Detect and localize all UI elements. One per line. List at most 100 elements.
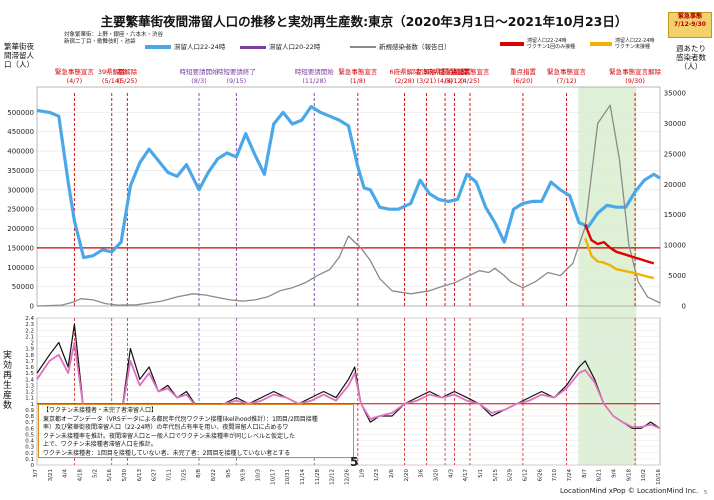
x-tick-label: 7/24 (567, 469, 573, 482)
top-panel: 0500001000001500002000002500003000003500… (7, 67, 686, 465)
x-tick-label: 5/30 (122, 469, 128, 482)
event-date: (11/28) (302, 77, 326, 85)
x-tick-label: 1/9 (359, 469, 365, 478)
x-tick-label: 2/6 (389, 469, 395, 478)
x-tick-label: 10/2 (641, 469, 647, 481)
x-tick-label: 3/7 (33, 469, 39, 478)
x-tick-label: 7/11 (167, 469, 173, 481)
series-line (36, 341, 661, 445)
x-tick-label: 9/4 (612, 469, 618, 478)
x-tick-label: 6/13 (137, 469, 143, 482)
area-note-line: 新宿二丁目・歌舞伎町・池袋 (64, 39, 136, 45)
slide-number: 5 (350, 455, 359, 469)
y-tick-label: 2.1 (25, 334, 34, 340)
legend-label: ワクチン未接種 (615, 44, 651, 50)
x-tick-label: 6/27 (152, 469, 158, 482)
y-tick-label: 1.1 (25, 396, 34, 402)
x-tick-label: 4/4 (63, 469, 69, 478)
legend-label: 滞留人口22-24時 (174, 43, 226, 51)
x-tick-label: 10/17 (270, 469, 276, 485)
left-axis-label: 繁華街夜間滞留人口（人） (4, 42, 34, 69)
x-tick-label: 6/12 (523, 469, 529, 481)
x-tick-label: 5/29 (508, 469, 514, 482)
y-tick-label: 0.3 (25, 445, 34, 451)
legend-label: ワクチン1回のみ接種 (527, 44, 576, 50)
x-tick-label: 11/14 (300, 469, 306, 485)
emergency-badge: 緊急事態 7/12-9/30 (668, 12, 712, 38)
event-label: 3府県重点措置 (423, 67, 467, 76)
x-tick-label: 4/17 (463, 469, 469, 482)
event-date: (2/28) (395, 77, 415, 85)
x-tick-label: 1/23 (374, 469, 380, 482)
note-line: 【ワクチン未接種者・未完了者滞留人口】 (43, 407, 158, 414)
y-tick-label: 1.9 (25, 347, 34, 353)
y-tick-label: 1 (31, 402, 35, 408)
emergency-shade (578, 87, 637, 465)
event-label: 都重点措置 (438, 67, 471, 76)
x-tick-label: 10/3 (256, 469, 262, 482)
y2-tick-label: 25000 (664, 150, 686, 158)
event-date: (5/25) (117, 77, 137, 85)
y2-tick-label: 15000 (664, 211, 686, 219)
x-tick-label: 2/20 (404, 469, 410, 482)
y-tick-label: 100000 (7, 264, 34, 272)
y-tick-label: 2 (31, 341, 35, 347)
note-line: クチン未接種率を推計。夜間滞留人口と一般人口でワクチン未接種率が同じレベルと仮定… (43, 432, 296, 440)
y-tick-label: 0.2 (25, 451, 34, 457)
event-date: (6/20) (513, 77, 533, 85)
y-tick-label: 1.7 (25, 359, 34, 365)
event-label: 緊急事態宣言 (547, 67, 587, 76)
y-tick-label: 0.9 (25, 408, 34, 414)
credit: LocationMind xPop © LocationMind Inc. (560, 487, 699, 495)
x-tick-label: 5/2 (92, 469, 98, 478)
emergency-badge-label: 緊急事態 (677, 13, 702, 20)
x-tick-label: 4/18 (78, 469, 84, 482)
event-date: (3/21) (417, 77, 437, 85)
x-tick-label: 12/26 (345, 469, 351, 485)
y-tick-label: 50000 (12, 283, 34, 291)
y-tick-label: 1.2 (25, 390, 34, 396)
x-tick-label: 7/25 (181, 469, 187, 482)
y2-tick-label: 5000 (668, 272, 686, 280)
x-tick-label: 11/28 (315, 469, 321, 485)
y-tick-label: 200000 (7, 225, 34, 233)
y-tick-label: 0 (31, 463, 35, 469)
event-date: (4/5) (437, 77, 453, 85)
x-tick-label: 3/21 (48, 469, 54, 481)
event-date: (5/14) (102, 77, 122, 85)
y-tick-label: 1.8 (25, 353, 34, 359)
y-tick-label: 350000 (7, 167, 34, 175)
y-tick-label: 500000 (7, 109, 34, 117)
event-label: 時短要請開始 (295, 67, 335, 76)
x-tick-label: 8/21 (597, 469, 603, 481)
y-tick-label: 1.5 (25, 371, 34, 377)
x-tick-label: 6/26 (537, 469, 543, 482)
y-tick-label: 2.3 (25, 322, 34, 328)
y-tick-label: 0.1 (25, 457, 34, 463)
event-date: (9/30) (625, 77, 645, 85)
y2-tick-label: 35000 (664, 90, 686, 98)
legend-label: 滞留人口20-22時 (269, 43, 321, 51)
legend-swatch (240, 45, 266, 49)
event-label: 重点措置 (510, 67, 537, 76)
y-tick-label: 450000 (7, 128, 34, 136)
x-tick-label: 8/8 (196, 469, 202, 478)
right-axis-label: 週あたり感染者数（人） (676, 44, 706, 71)
event-date: (9/15) (227, 77, 247, 85)
vaccine-note-box: 【ワクチン未接種者・未完了者滞留人口】 東京都オープンデータ（VRSデータによる… (38, 404, 354, 458)
series-line (36, 323, 661, 448)
event-label: 緊急事態宣言 (450, 67, 490, 76)
x-tick-label: 4/3 (448, 469, 454, 478)
y2-tick-label: 10000 (664, 242, 686, 250)
legend-label: 新規感染者数（報告日） (379, 43, 451, 51)
note-line: 東京都オープンデータ（VRSデータによる都民年代別ワクチン接種likelihoo… (43, 415, 318, 423)
x-tick-label: 3/20 (434, 469, 440, 482)
x-tick-label: 3/6 (419, 469, 425, 478)
y-tick-label: 150000 (7, 244, 34, 252)
event-label: 時短要請開始 (179, 67, 219, 76)
x-tick-label: 10/31 (285, 469, 291, 485)
event-label: 都解除 (118, 67, 138, 76)
y2-tick-label: 0 (682, 303, 686, 311)
